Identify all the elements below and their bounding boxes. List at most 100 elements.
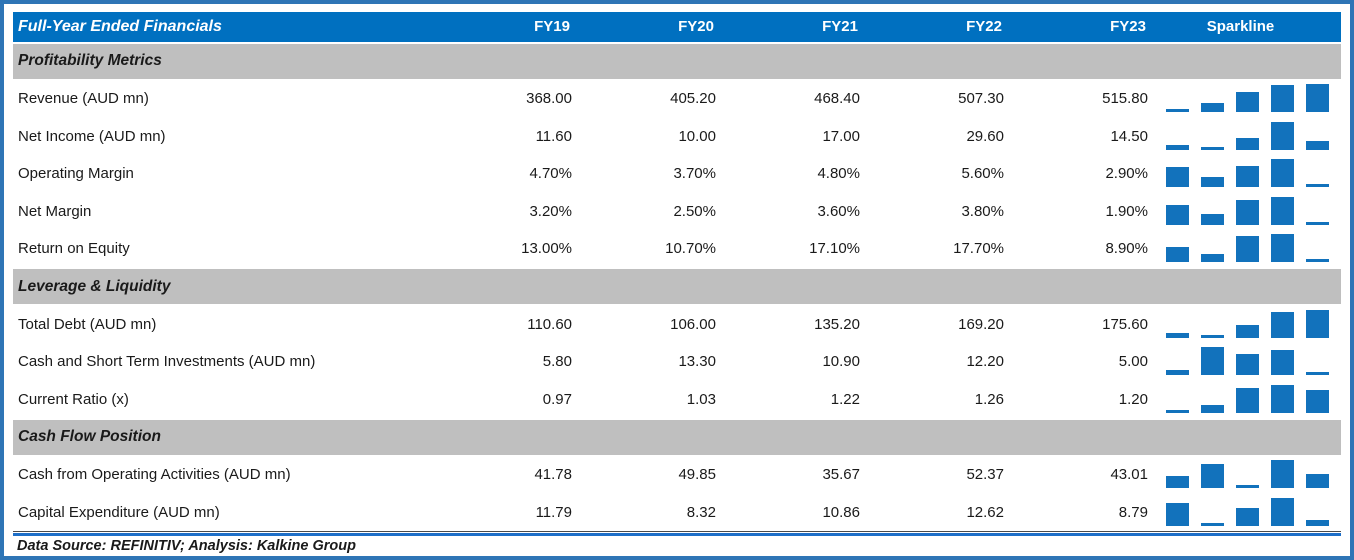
data-source-note: Data Source: REFINITIV; Analysis: Kalkin…: [17, 538, 356, 555]
row-label: Cash and Short Term Investments (AUD mn): [18, 353, 316, 371]
sparkline-bar: [1236, 507, 1259, 526]
table-row: Cash and Short Term Investments (AUD mn)…: [13, 343, 1341, 381]
column-header-sparkline: Sparkline: [1206, 18, 1275, 36]
value-cell: 0.97: [542, 390, 572, 408]
value-cell: 507.30: [958, 90, 1004, 108]
value-cell: 17.70%: [953, 240, 1004, 258]
sparkline-bar: [1201, 347, 1224, 376]
column-header-fy19: FY19: [534, 18, 570, 36]
value-cell: 405.20: [670, 90, 716, 108]
section-header: Leverage & Liquidity: [13, 269, 1341, 305]
sparkline-bar: [1271, 311, 1294, 338]
section-header: Profitability Metrics: [13, 43, 1341, 79]
sparkline: [1154, 380, 1341, 418]
value-cell: 49.85: [678, 466, 716, 484]
value-cell: 1.22: [830, 390, 860, 408]
sparkline-bar: [1166, 247, 1189, 263]
value-cell: 10.86: [822, 503, 860, 521]
sparkline-bar: [1236, 199, 1259, 225]
sparkline-bar: [1201, 522, 1224, 526]
table-row: Revenue (AUD mn) 368.00 405.20 468.40 507.30…: [13, 80, 1341, 118]
table-row: Current Ratio (x) 0.97 1.03 1.22 1.26 1.20: [13, 380, 1341, 418]
value-cell: 468.40: [814, 90, 860, 108]
value-cell: 3.80%: [961, 202, 1004, 220]
value-cell: 1.03: [686, 390, 716, 408]
sparkline: [1154, 305, 1341, 343]
value-cell: 2.90%: [1105, 165, 1148, 183]
value-cell: 106.00: [670, 315, 716, 333]
section-title: Profitability Metrics: [18, 52, 162, 70]
sparkline-bar: [1166, 204, 1189, 225]
column-header-fy23: FY23: [1110, 18, 1146, 36]
value-cell: 5.60%: [961, 165, 1004, 183]
sparkline-bar: [1271, 234, 1294, 263]
sparkline: [1154, 343, 1341, 381]
sparkline: [1154, 456, 1341, 494]
value-cell: 12.62: [966, 503, 1004, 521]
sparkline-bar: [1236, 92, 1259, 113]
value-cell: 17.00: [822, 127, 860, 145]
value-cell: 3.20%: [529, 202, 572, 220]
sparkline: [1154, 192, 1341, 230]
sparkline-bar: [1271, 350, 1294, 376]
table-header-row: Full-Year Ended Financials FY19 FY20 FY2…: [13, 12, 1341, 42]
sparkline-bar: [1201, 464, 1224, 489]
table-row: Total Debt (AUD mn) 110.60 106.00 135.20 169…: [13, 305, 1341, 343]
sparkline-bar: [1306, 519, 1329, 526]
row-label: Current Ratio (x): [18, 390, 129, 408]
value-cell: 1.20: [1118, 390, 1148, 408]
value-cell: 175.60: [1102, 315, 1148, 333]
value-cell: 169.20: [958, 315, 1004, 333]
sparkline-bar: [1306, 184, 1329, 188]
sparkline-bar: [1166, 502, 1189, 526]
sparkline-bar: [1166, 144, 1189, 150]
value-cell: 8.90%: [1105, 240, 1148, 258]
sparkline-bar: [1271, 196, 1294, 225]
sparkline: [1154, 80, 1341, 118]
value-cell: 35.67: [822, 466, 860, 484]
sparkline-bar: [1306, 474, 1329, 489]
value-cell: 5.80: [542, 353, 572, 371]
sparkline-bar: [1201, 146, 1224, 150]
table-title: Full-Year Ended Financials: [18, 17, 222, 35]
sparkline-bar: [1271, 497, 1294, 526]
value-cell: 10.90: [822, 353, 860, 371]
value-cell: 8.32: [686, 503, 716, 521]
sparkline-bar: [1166, 476, 1189, 489]
sparkline-bar: [1201, 404, 1224, 413]
value-cell: 29.60: [966, 127, 1004, 145]
row-label: Net Margin: [18, 202, 92, 220]
value-cell: 14.50: [1110, 127, 1148, 145]
column-header-fy22: FY22: [966, 18, 1002, 36]
sparkline-bar: [1166, 332, 1189, 338]
value-cell: 8.79: [1118, 503, 1148, 521]
value-cell: 4.80%: [817, 165, 860, 183]
value-cell: 11.60: [535, 127, 572, 145]
sparkline-bar: [1271, 384, 1294, 413]
sparkline-bar: [1271, 121, 1294, 150]
value-cell: 3.70%: [673, 165, 716, 183]
sparkline-bar: [1201, 334, 1224, 338]
table-row: Return on Equity 13.00% 10.70% 17.10% 17.70%…: [13, 230, 1341, 268]
section-title: Leverage & Liquidity: [18, 277, 171, 295]
table-row: Net Margin 3.20% 2.50% 3.60% 3.80% 1.90%: [13, 192, 1341, 230]
sparkline-bar: [1166, 167, 1189, 188]
sparkline-bar: [1201, 254, 1224, 263]
row-label: Net Income (AUD mn): [18, 127, 166, 145]
sparkline-bar: [1201, 177, 1224, 188]
sparkline-bar: [1271, 460, 1294, 489]
sparkline-bar: [1306, 259, 1329, 263]
value-cell: 135.20: [814, 315, 860, 333]
column-header-fy20: FY20: [678, 18, 714, 36]
sparkline-bar: [1271, 85, 1294, 113]
sparkline-bar: [1166, 409, 1189, 413]
value-cell: 13.00%: [521, 240, 572, 258]
value-cell: 3.60%: [817, 202, 860, 220]
value-cell: 10.00: [678, 127, 716, 145]
value-cell: 10.70%: [665, 240, 716, 258]
footer-divider-rule: [13, 532, 1341, 537]
row-label: Cash from Operating Activities (AUD mn): [18, 466, 291, 484]
table-row: Capital Expenditure (AUD mn) 11.79 8.32 10.…: [13, 493, 1341, 532]
sparkline-bar: [1166, 109, 1189, 113]
